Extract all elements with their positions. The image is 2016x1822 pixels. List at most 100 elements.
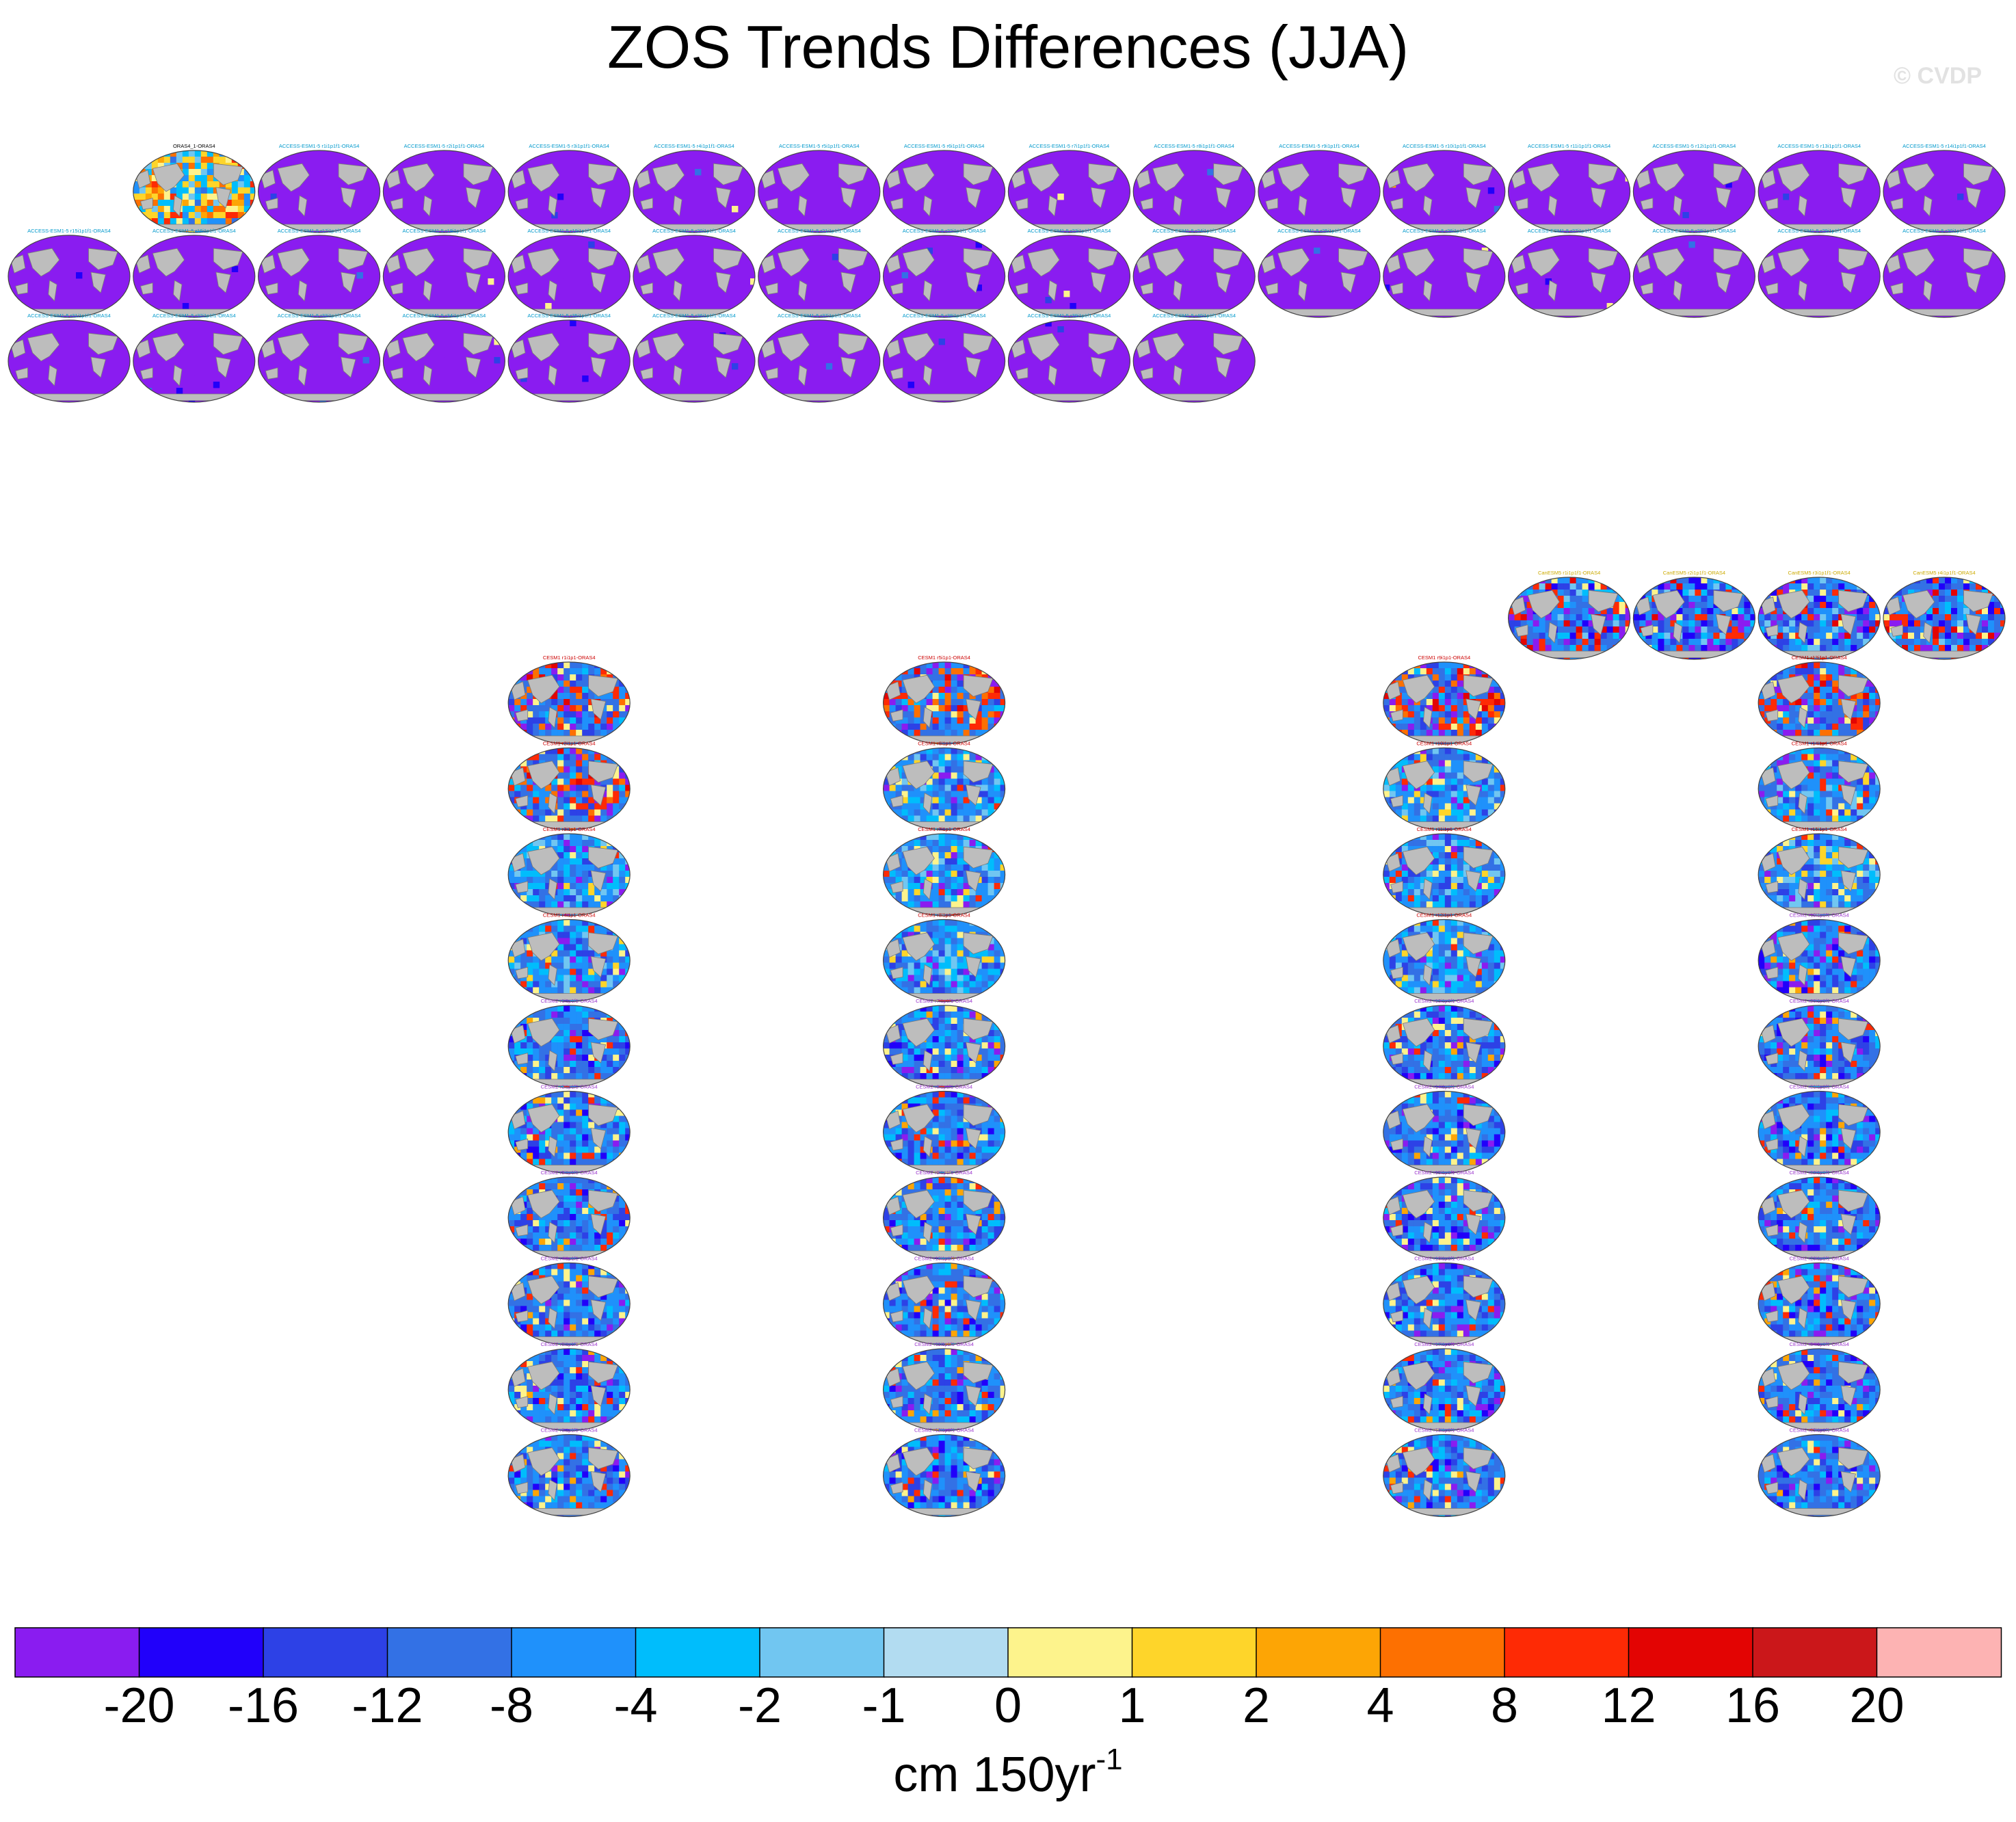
land-mask: [963, 932, 994, 955]
land-mask: [1765, 709, 1779, 722]
land-mask: [510, 1110, 526, 1130]
land-mask: [963, 1189, 994, 1212]
colorbar-tick-label: -1: [862, 1678, 905, 1724]
ocean-grid: [1383, 1091, 1505, 1174]
panel-title: ACCESS-ESM1-5 r39i1p1f1-ORAS4: [1028, 313, 1111, 319]
ocean-grid: [258, 235, 380, 317]
land-mask: [1760, 1110, 1776, 1130]
land-mask: [277, 332, 310, 362]
land-mask: [1385, 170, 1401, 189]
map-outline: [258, 235, 381, 318]
map-panel: CESM1 r3i1p1-ORAS4: [507, 826, 631, 916]
land-mask: [1838, 1189, 1868, 1212]
map-panel: CESM2 r6i1p1f1-ORAS4: [507, 1427, 631, 1518]
ocean-grid: [883, 320, 1005, 402]
ocean-grid: [1758, 1005, 1881, 1087]
colorbar-box: [1752, 1627, 1878, 1678]
ocean-grid: [1508, 235, 1630, 317]
land-mask: [1798, 1222, 1807, 1243]
land-mask: [1015, 282, 1029, 295]
land-mask: [1390, 1224, 1403, 1237]
land-mask: [173, 280, 183, 302]
land-mask: [1777, 932, 1810, 961]
land-mask: [590, 1213, 607, 1235]
land-mask: [588, 163, 618, 185]
map-panel: ACCESS-ESM1-5 r23i1p1f1-ORAS4: [1007, 228, 1131, 318]
land-mask: [654, 393, 734, 401]
land-mask: [1140, 282, 1154, 295]
land-mask: [779, 393, 860, 401]
land-mask: [1838, 1018, 1868, 1040]
map-panel: ACCESS-ESM1-5 r38i1p1f1-ORAS4: [882, 313, 1006, 403]
map-outline: [507, 1262, 631, 1346]
land-mask: [890, 1481, 903, 1494]
land-mask: [963, 248, 994, 270]
land-mask: [1840, 1128, 1857, 1150]
panel-title: CESM2 r15i1p1f1-ORAS4: [1414, 1170, 1474, 1176]
land-mask: [515, 282, 529, 295]
land-mask: [1385, 254, 1401, 274]
land-mask: [1423, 1135, 1433, 1158]
land-mask: [1798, 792, 1807, 815]
colorbar-tick-label: 20: [1849, 1678, 1904, 1724]
map-outline: [1758, 661, 1881, 745]
panel-title: ACCESS-ESM1-5 r17i1p1f1-ORAS4: [278, 228, 361, 234]
map-panel: ACCESS-ESM1-5 r40i1p1f1-ORAS4: [1132, 313, 1256, 403]
land-mask: [1885, 254, 1901, 274]
panel-title: ACCESS-ESM1-5 r28i1p1f1-ORAS4: [1653, 228, 1736, 234]
panel-title: ACCESS-ESM1-5 r8i1p1f1-ORAS4: [1154, 143, 1234, 149]
land-mask: [1463, 932, 1494, 955]
land-mask: [713, 163, 743, 185]
ocean-grid: [508, 1005, 631, 1087]
land-mask: [510, 1368, 526, 1387]
land-mask: [152, 332, 185, 362]
ocean-grid: [1758, 834, 1881, 916]
land-mask: [760, 170, 776, 189]
land-mask: [297, 280, 308, 302]
land-mask: [966, 1385, 981, 1407]
land-mask: [902, 1276, 935, 1304]
land-mask: [902, 332, 935, 362]
map-outline: [633, 319, 756, 403]
land-mask: [1465, 272, 1481, 293]
map-panel: ACCESS-ESM1-5 r4i1p1f1-ORAS4: [633, 143, 756, 233]
land-mask: [1765, 966, 1779, 979]
land-mask: [1404, 1508, 1485, 1516]
land-mask: [838, 332, 868, 355]
map-outline: [1758, 235, 1881, 318]
land-mask: [1673, 280, 1683, 302]
land-mask: [923, 1050, 933, 1072]
colorbar-box: [759, 1627, 885, 1678]
map-panel: CESM2 r14i1p1f1-ORAS4: [1383, 1084, 1506, 1174]
map-panel: CESM2 r4i1p1f1-ORAS4: [507, 1256, 631, 1346]
land-mask: [777, 248, 810, 277]
land-mask: [1265, 282, 1278, 295]
colorbar-box: [1131, 1627, 1258, 1678]
land-mask: [1173, 195, 1182, 217]
land-mask: [885, 254, 901, 274]
land-mask: [527, 932, 560, 961]
map-panel: ACCESS-ESM1-5 r24i1p1f1-ORAS4: [1132, 228, 1256, 318]
land-mask: [840, 356, 856, 378]
land-mask: [140, 198, 153, 210]
map-panel: ACCESS-ESM1-5 r3i1p1f1-ORAS4: [507, 143, 631, 233]
land-mask: [885, 1110, 901, 1130]
land-mask: [1673, 195, 1683, 217]
map-outline: [1258, 150, 1381, 233]
land-mask: [265, 198, 278, 210]
land-mask: [1515, 624, 1528, 637]
panel-title: ACCESS-ESM1-5 r10i1p1f1-ORAS4: [1403, 143, 1486, 149]
map-panel: ACCESS-ESM1-5 r15i1p1f1-ORAS4: [8, 228, 131, 318]
land-mask: [652, 332, 685, 362]
land-mask: [890, 282, 903, 295]
land-mask: [1885, 596, 1901, 616]
land-mask: [1423, 707, 1433, 728]
map-panel: CESM1 r1i1p1-ORAS4: [507, 655, 631, 745]
ocean-grid: [508, 1177, 631, 1259]
ocean-grid: [1258, 150, 1380, 233]
land-mask: [1635, 170, 1651, 189]
map-outline: [1383, 833, 1506, 916]
map-panel: ACCESS-ESM1-5 r33i1p1f1-ORAS4: [258, 313, 381, 403]
land-mask: [1135, 254, 1151, 274]
land-mask: [890, 709, 903, 722]
